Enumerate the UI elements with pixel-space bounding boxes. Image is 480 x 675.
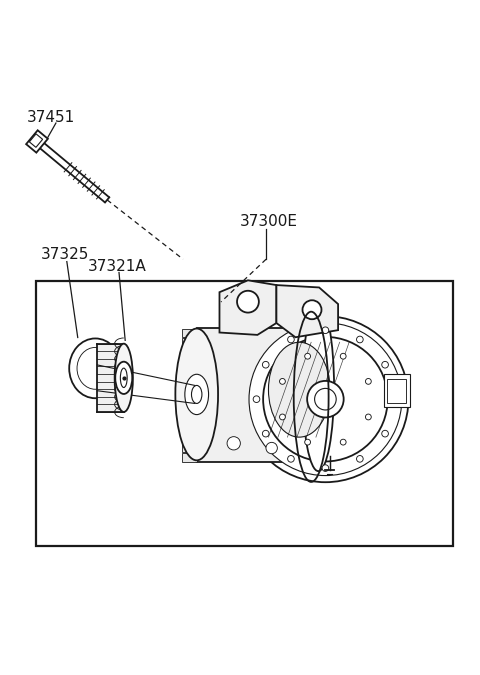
Ellipse shape [77, 348, 114, 389]
Text: 37451: 37451 [26, 109, 75, 125]
Text: 37325: 37325 [41, 247, 89, 262]
Circle shape [249, 323, 402, 476]
Bar [182, 348, 197, 356]
Bar [384, 374, 409, 408]
Ellipse shape [69, 338, 121, 398]
Ellipse shape [185, 374, 209, 414]
FancyBboxPatch shape [29, 134, 43, 147]
Bar [182, 406, 197, 414]
Bar [182, 396, 197, 404]
Bar [182, 444, 197, 452]
Ellipse shape [175, 329, 218, 460]
Ellipse shape [99, 344, 131, 412]
Ellipse shape [120, 368, 127, 387]
Bar [182, 415, 197, 423]
Circle shape [302, 300, 322, 319]
Circle shape [266, 442, 277, 454]
Bar [182, 329, 197, 337]
Circle shape [305, 353, 311, 359]
Ellipse shape [115, 344, 133, 412]
Circle shape [253, 396, 260, 402]
Bar [96, 344, 124, 412]
Circle shape [237, 291, 259, 313]
Ellipse shape [302, 304, 334, 471]
Circle shape [357, 336, 363, 343]
Circle shape [263, 361, 269, 368]
FancyBboxPatch shape [197, 328, 301, 462]
Bar [182, 425, 197, 433]
Circle shape [322, 327, 329, 333]
Circle shape [365, 414, 371, 420]
Circle shape [322, 465, 329, 471]
Circle shape [357, 456, 363, 462]
Ellipse shape [115, 362, 132, 394]
Circle shape [279, 414, 285, 420]
Bar [36, 281, 454, 546]
Circle shape [340, 353, 346, 359]
Bar [387, 379, 406, 403]
Ellipse shape [268, 342, 330, 437]
Circle shape [391, 396, 397, 402]
Bar [182, 386, 197, 394]
FancyBboxPatch shape [26, 130, 48, 153]
Circle shape [305, 439, 311, 445]
Text: 37300E: 37300E [240, 214, 298, 229]
Circle shape [227, 437, 240, 450]
Circle shape [288, 336, 294, 343]
Text: 37321A: 37321A [88, 259, 147, 274]
Circle shape [279, 379, 285, 384]
Bar [182, 338, 197, 346]
Circle shape [263, 431, 269, 437]
Bar [182, 454, 197, 462]
Circle shape [382, 361, 388, 368]
Bar [182, 434, 197, 442]
Bar [182, 377, 197, 385]
Circle shape [365, 379, 371, 384]
Bar [182, 367, 197, 375]
Polygon shape [219, 280, 276, 335]
Ellipse shape [192, 385, 202, 404]
Circle shape [340, 439, 346, 445]
Circle shape [242, 316, 408, 482]
Circle shape [382, 431, 388, 437]
Circle shape [288, 456, 294, 462]
Polygon shape [276, 285, 338, 338]
Bar [182, 357, 197, 365]
Circle shape [263, 337, 388, 462]
Circle shape [314, 388, 336, 410]
Circle shape [307, 381, 344, 417]
